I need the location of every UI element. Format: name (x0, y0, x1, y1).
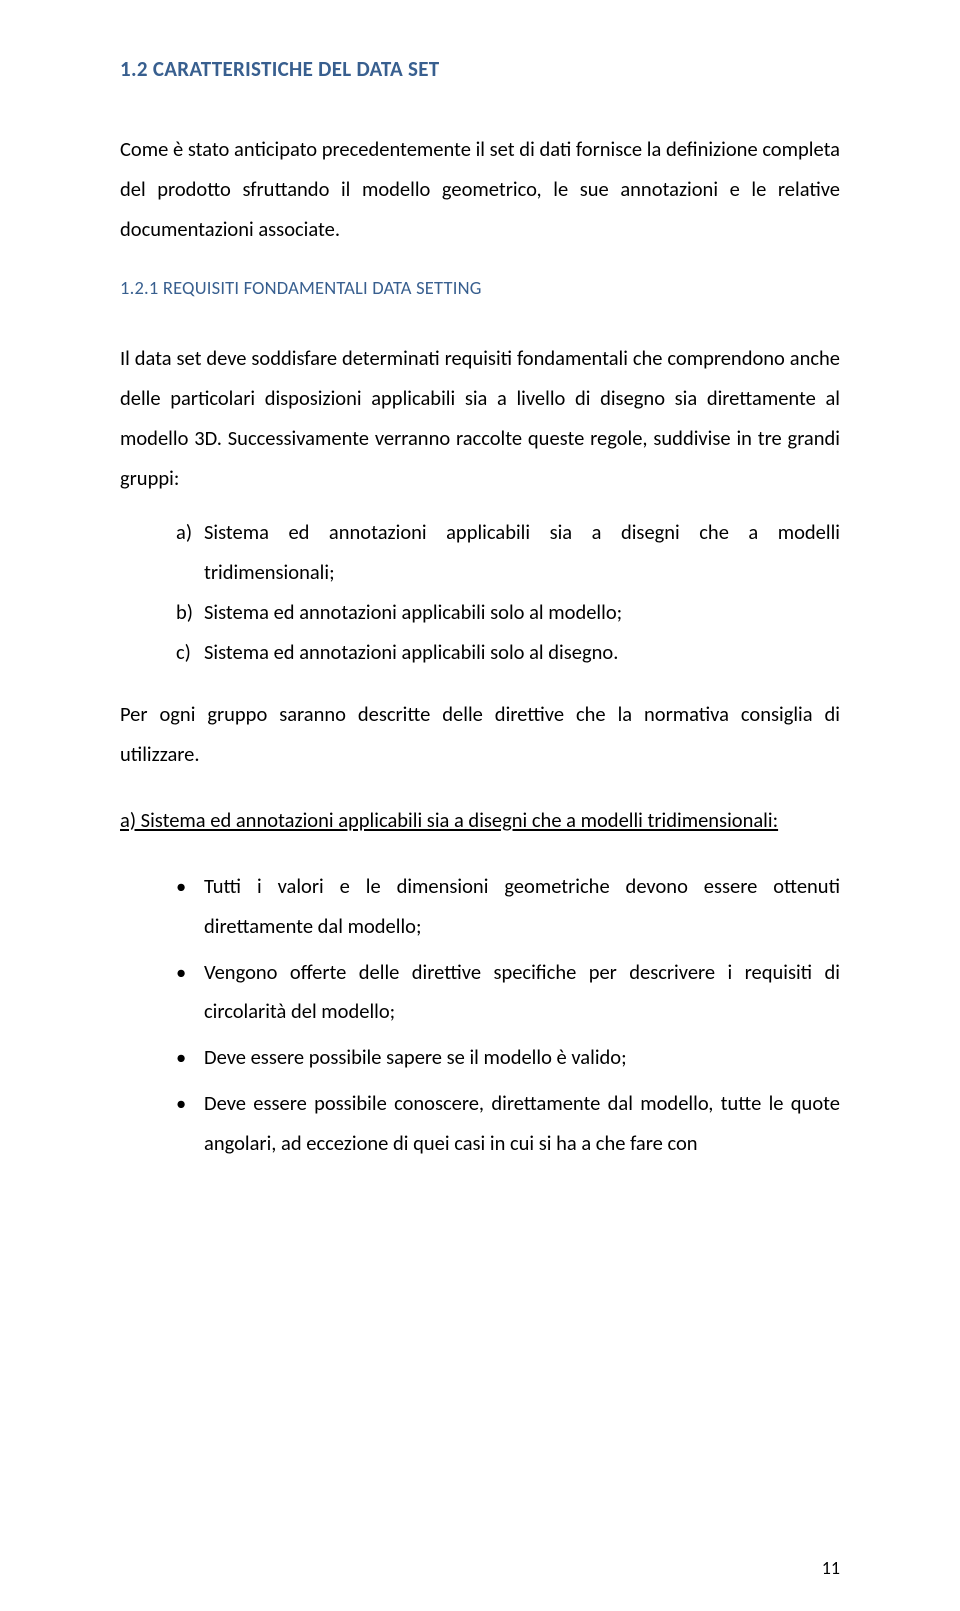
list-item: a)Sistema ed annotazioni applicabili sia… (204, 513, 840, 593)
list-text: Sistema ed annotazioni applicabili sia a… (204, 519, 840, 585)
alpha-list: a)Sistema ed annotazioni applicabili sia… (120, 513, 840, 673)
list-marker: a) (176, 513, 204, 553)
list-item: •Deve essere possibile sapere se il mode… (204, 1038, 840, 1078)
list-item: b)Sistema ed annotazioni applicabili sol… (204, 593, 840, 633)
bullet-list: •Tutti i valori e le dimensioni geometri… (120, 867, 840, 1165)
section-heading: 1.2 CARATTERISTICHE DEL DATA SET (120, 56, 840, 82)
list-text: Deve essere possibile conoscere, diretta… (204, 1090, 840, 1156)
list-text: Vengono offerte delle direttive specific… (204, 959, 840, 1025)
list-item: •Deve essere possibile conoscere, dirett… (204, 1084, 840, 1164)
list-marker: b) (176, 593, 204, 633)
paragraph-intro: Come è stato anticipato precedentemente … (120, 130, 840, 250)
page-number: 11 (822, 1557, 840, 1579)
bullet-icon: • (176, 1084, 204, 1124)
bullet-icon: • (176, 1038, 204, 1078)
underlined-heading: a) Sistema ed annotazioni applicabili si… (120, 801, 840, 841)
list-marker: c) (176, 633, 204, 673)
list-item: •Vengono offerte delle direttive specifi… (204, 953, 840, 1033)
list-text: Deve essere possibile sapere se il model… (204, 1044, 627, 1070)
list-text: Sistema ed annotazioni applicabili solo … (204, 639, 618, 665)
list-item: •Tutti i valori e le dimensioni geometri… (204, 867, 840, 947)
paragraph-requisiti: Il data set deve soddisfare determinati … (120, 339, 840, 499)
paragraph-direttive: Per ogni gruppo saranno descritte delle … (120, 695, 840, 775)
list-item: c)Sistema ed annotazioni applicabili sol… (204, 633, 840, 673)
bullet-icon: • (176, 867, 204, 907)
list-text: Sistema ed annotazioni applicabili solo … (204, 599, 622, 625)
bullet-icon: • (176, 953, 204, 993)
list-text: Tutti i valori e le dimensioni geometric… (204, 873, 840, 939)
subsection-heading: 1.2.1 REQUISITI FONDAMENTALI DATA SETTIN… (120, 276, 840, 299)
